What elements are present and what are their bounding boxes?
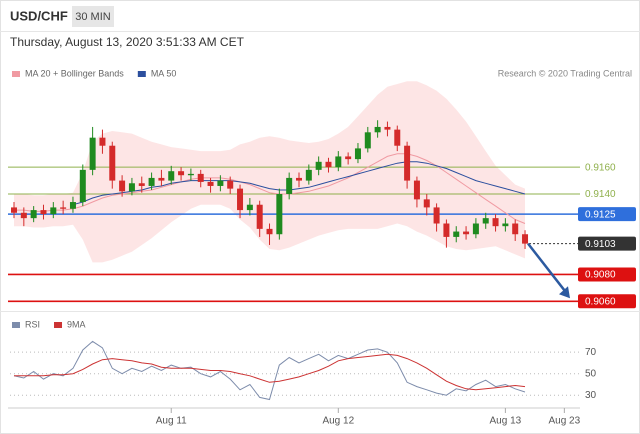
candle-body [335,156,342,168]
candle-body [60,207,67,209]
legend-swatch [54,322,63,328]
candle-body [40,210,47,215]
candle-body [89,137,96,170]
x-tick-label: Aug 23 [548,416,580,427]
candle-body [502,223,509,227]
candle-body [256,204,263,229]
level-label-box [578,236,636,251]
candle-body [119,180,126,192]
candle-body [305,169,312,181]
candle-body [433,207,440,224]
candle-body [178,171,185,176]
candle-body [168,171,175,181]
interval[interactable]: 30 MIN [75,11,111,23]
legend-swatch [137,71,146,77]
level-label: 0.9125 [585,209,616,220]
candle-body [394,129,401,146]
candle-body [325,161,332,168]
level-label: 0.9160 [585,162,616,173]
candle-body [315,161,322,170]
interval-box[interactable] [72,6,114,27]
candle-body [227,180,234,189]
level-label: 0.9103 [585,239,616,250]
candle-body [423,199,430,208]
level-label: 0.9080 [585,270,616,281]
candle-body [472,223,479,235]
x-tick-label: Aug 12 [322,416,354,427]
candle-body [79,169,86,203]
candle-body [345,156,352,160]
candle-body [158,177,165,181]
candle-body [266,228,273,235]
candle-body [413,180,420,200]
candle-body [364,132,371,149]
rsi-line [14,353,526,391]
candle-body [237,188,244,211]
forecast-arrowhead [559,286,570,299]
candle-body [30,210,37,219]
legend-label: MA 50 [151,68,177,78]
candle-body [207,181,214,186]
level-label: 0.9140 [585,189,616,200]
candle-body [522,234,529,244]
y-tick-label: 30 [585,390,597,401]
candle-body [276,194,283,235]
symbol: USD/CHF [10,8,68,23]
candle-body [11,207,17,213]
candle-body [453,231,460,237]
candle-body [50,207,57,215]
y-tick-label: 70 [585,347,597,358]
legend-label: 9MA [67,319,86,329]
ma-line [14,153,526,224]
ma-line [72,161,526,206]
rsi-line [13,340,526,401]
candle-body [138,183,145,186]
candle-body [148,177,155,186]
level-label-box [578,207,636,222]
candle-body [128,183,135,192]
candle-body [443,223,450,237]
legend-swatch [12,71,20,77]
datetime: Thursday, August 13, 2020 3:51:33 AM CET [10,35,245,49]
y-tick-label: 50 [585,368,597,379]
x-tick-label: Aug 11 [156,416,187,427]
level-label-box [578,294,636,309]
candle-body [384,126,391,130]
candle-body [187,173,194,176]
legend-label: MA 20 + Bollinger Bands [25,68,124,78]
candle-body [197,173,204,182]
candle-body [69,202,76,209]
candle-body [492,218,499,227]
legend-swatch [12,322,20,328]
level-label-box [578,267,636,282]
candle-body [99,137,106,146]
forecast-arrow [527,242,567,294]
x-tick-label: Aug 13 [490,416,522,427]
candle-body [404,145,411,181]
candle-body [482,218,489,224]
legend-label: RSI [25,319,40,329]
candle-body [512,223,519,235]
candle-body [296,177,302,181]
candle-body [20,212,27,219]
candle-body [217,180,224,186]
candle-body [246,204,253,211]
level-label: 0.9060 [585,296,616,307]
candle-body [463,231,470,235]
candle-body [374,126,381,133]
candle-body [354,148,361,160]
candle-body [286,177,293,194]
candle-body [109,145,116,181]
credit: Research © 2020 Trading Central [498,68,632,78]
